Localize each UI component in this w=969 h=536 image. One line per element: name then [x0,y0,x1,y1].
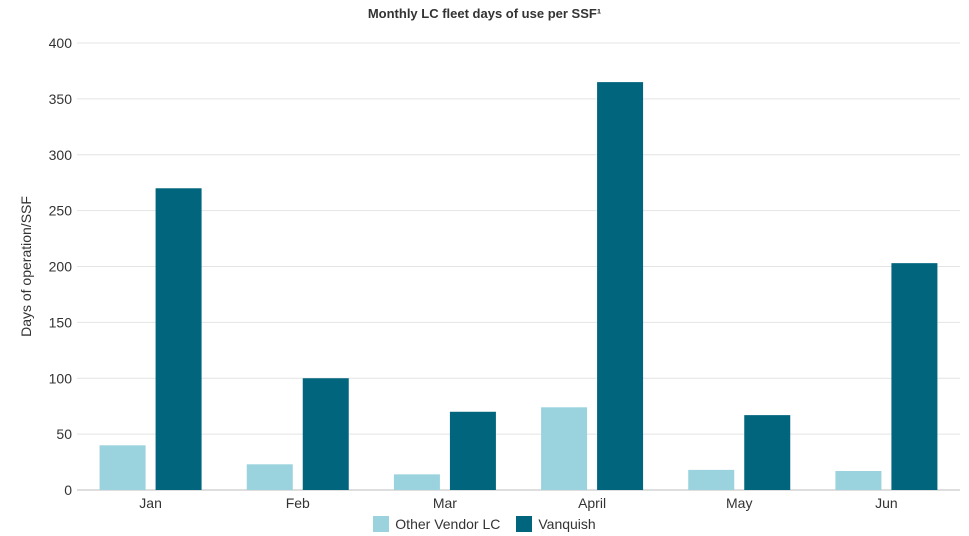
bar-other-vendor-may [688,469,735,490]
y-tick-label: 0 [64,482,72,498]
bar-other-vendor-mar [393,474,440,490]
legend-swatch-other-vendor [373,516,390,532]
x-tick-label: Jan [139,495,162,511]
x-tick-label: Feb [286,495,310,511]
y-tick-label: 50 [56,426,72,442]
bar-vanquish-mar [449,411,496,490]
bar-vanquish-jun [891,263,938,490]
legend-item-other-vendor: Other Vendor LC [373,516,500,532]
bar-vanquish-april [597,82,644,491]
legend-label-vanquish: Vanquish [538,516,596,532]
x-tick-label: Jun [875,495,898,511]
bar-other-vendor-april [541,407,588,490]
legend: Other Vendor LC Vanquish [0,516,969,532]
y-tick-label: 350 [49,91,73,107]
bar-other-vendor-feb [246,464,293,490]
y-axis-label: Days of operation/SSF [18,196,34,337]
bar-vanquish-feb [302,378,349,490]
x-tick-label: Mar [433,495,457,511]
y-tick-label: 200 [49,259,73,275]
y-tick-label: 250 [49,203,73,219]
bar-other-vendor-jun [835,471,882,490]
y-tick-label: 100 [49,370,73,386]
y-tick-label: 400 [49,35,73,51]
x-tick-label: April [578,495,606,511]
y-tick-label: 150 [49,314,73,330]
legend-swatch-vanquish [516,516,533,532]
legend-item-vanquish: Vanquish [516,516,596,532]
bar-vanquish-may [744,415,791,490]
x-tick-label: May [726,495,752,511]
legend-label-other-vendor: Other Vendor LC [395,516,501,532]
y-tick-label: 300 [49,147,73,163]
chart-title: Monthly LC fleet days of use per SSF¹ [367,6,602,21]
bar-vanquish-jan [155,188,202,490]
bar-other-vendor-jan [99,445,146,490]
